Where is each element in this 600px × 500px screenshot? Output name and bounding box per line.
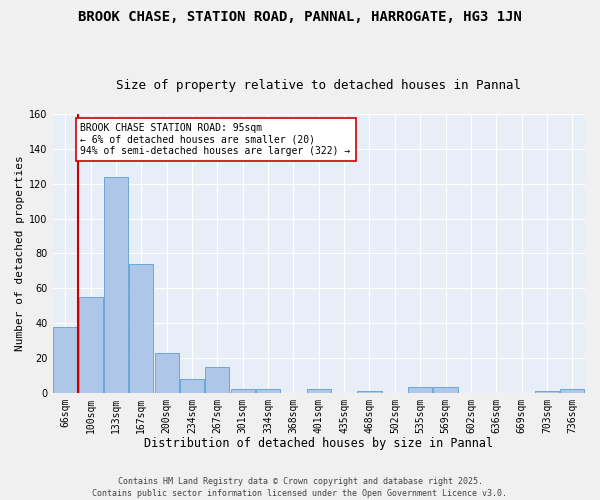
Bar	[205, 366, 229, 392]
Bar	[129, 264, 154, 392]
Bar	[358, 391, 382, 392]
Text: BROOK CHASE STATION ROAD: 95sqm
← 6% of detached houses are smaller (20)
94% of : BROOK CHASE STATION ROAD: 95sqm ← 6% of …	[80, 122, 350, 156]
Title: Size of property relative to detached houses in Pannal: Size of property relative to detached ho…	[116, 79, 521, 92]
Y-axis label: Number of detached properties: Number of detached properties	[15, 156, 25, 351]
Bar	[307, 389, 331, 392]
X-axis label: Distribution of detached houses by size in Pannal: Distribution of detached houses by size …	[144, 437, 493, 450]
Bar	[408, 388, 432, 392]
Text: BROOK CHASE, STATION ROAD, PANNAL, HARROGATE, HG3 1JN: BROOK CHASE, STATION ROAD, PANNAL, HARRO…	[78, 10, 522, 24]
Text: Contains HM Land Registry data © Crown copyright and database right 2025.
Contai: Contains HM Land Registry data © Crown c…	[92, 476, 508, 498]
Bar	[433, 388, 458, 392]
Bar	[53, 326, 77, 392]
Bar	[256, 389, 280, 392]
Bar	[104, 176, 128, 392]
Bar	[79, 297, 103, 392]
Bar	[230, 389, 255, 392]
Bar	[180, 379, 204, 392]
Bar	[560, 389, 584, 392]
Bar	[155, 352, 179, 393]
Bar	[535, 391, 559, 392]
